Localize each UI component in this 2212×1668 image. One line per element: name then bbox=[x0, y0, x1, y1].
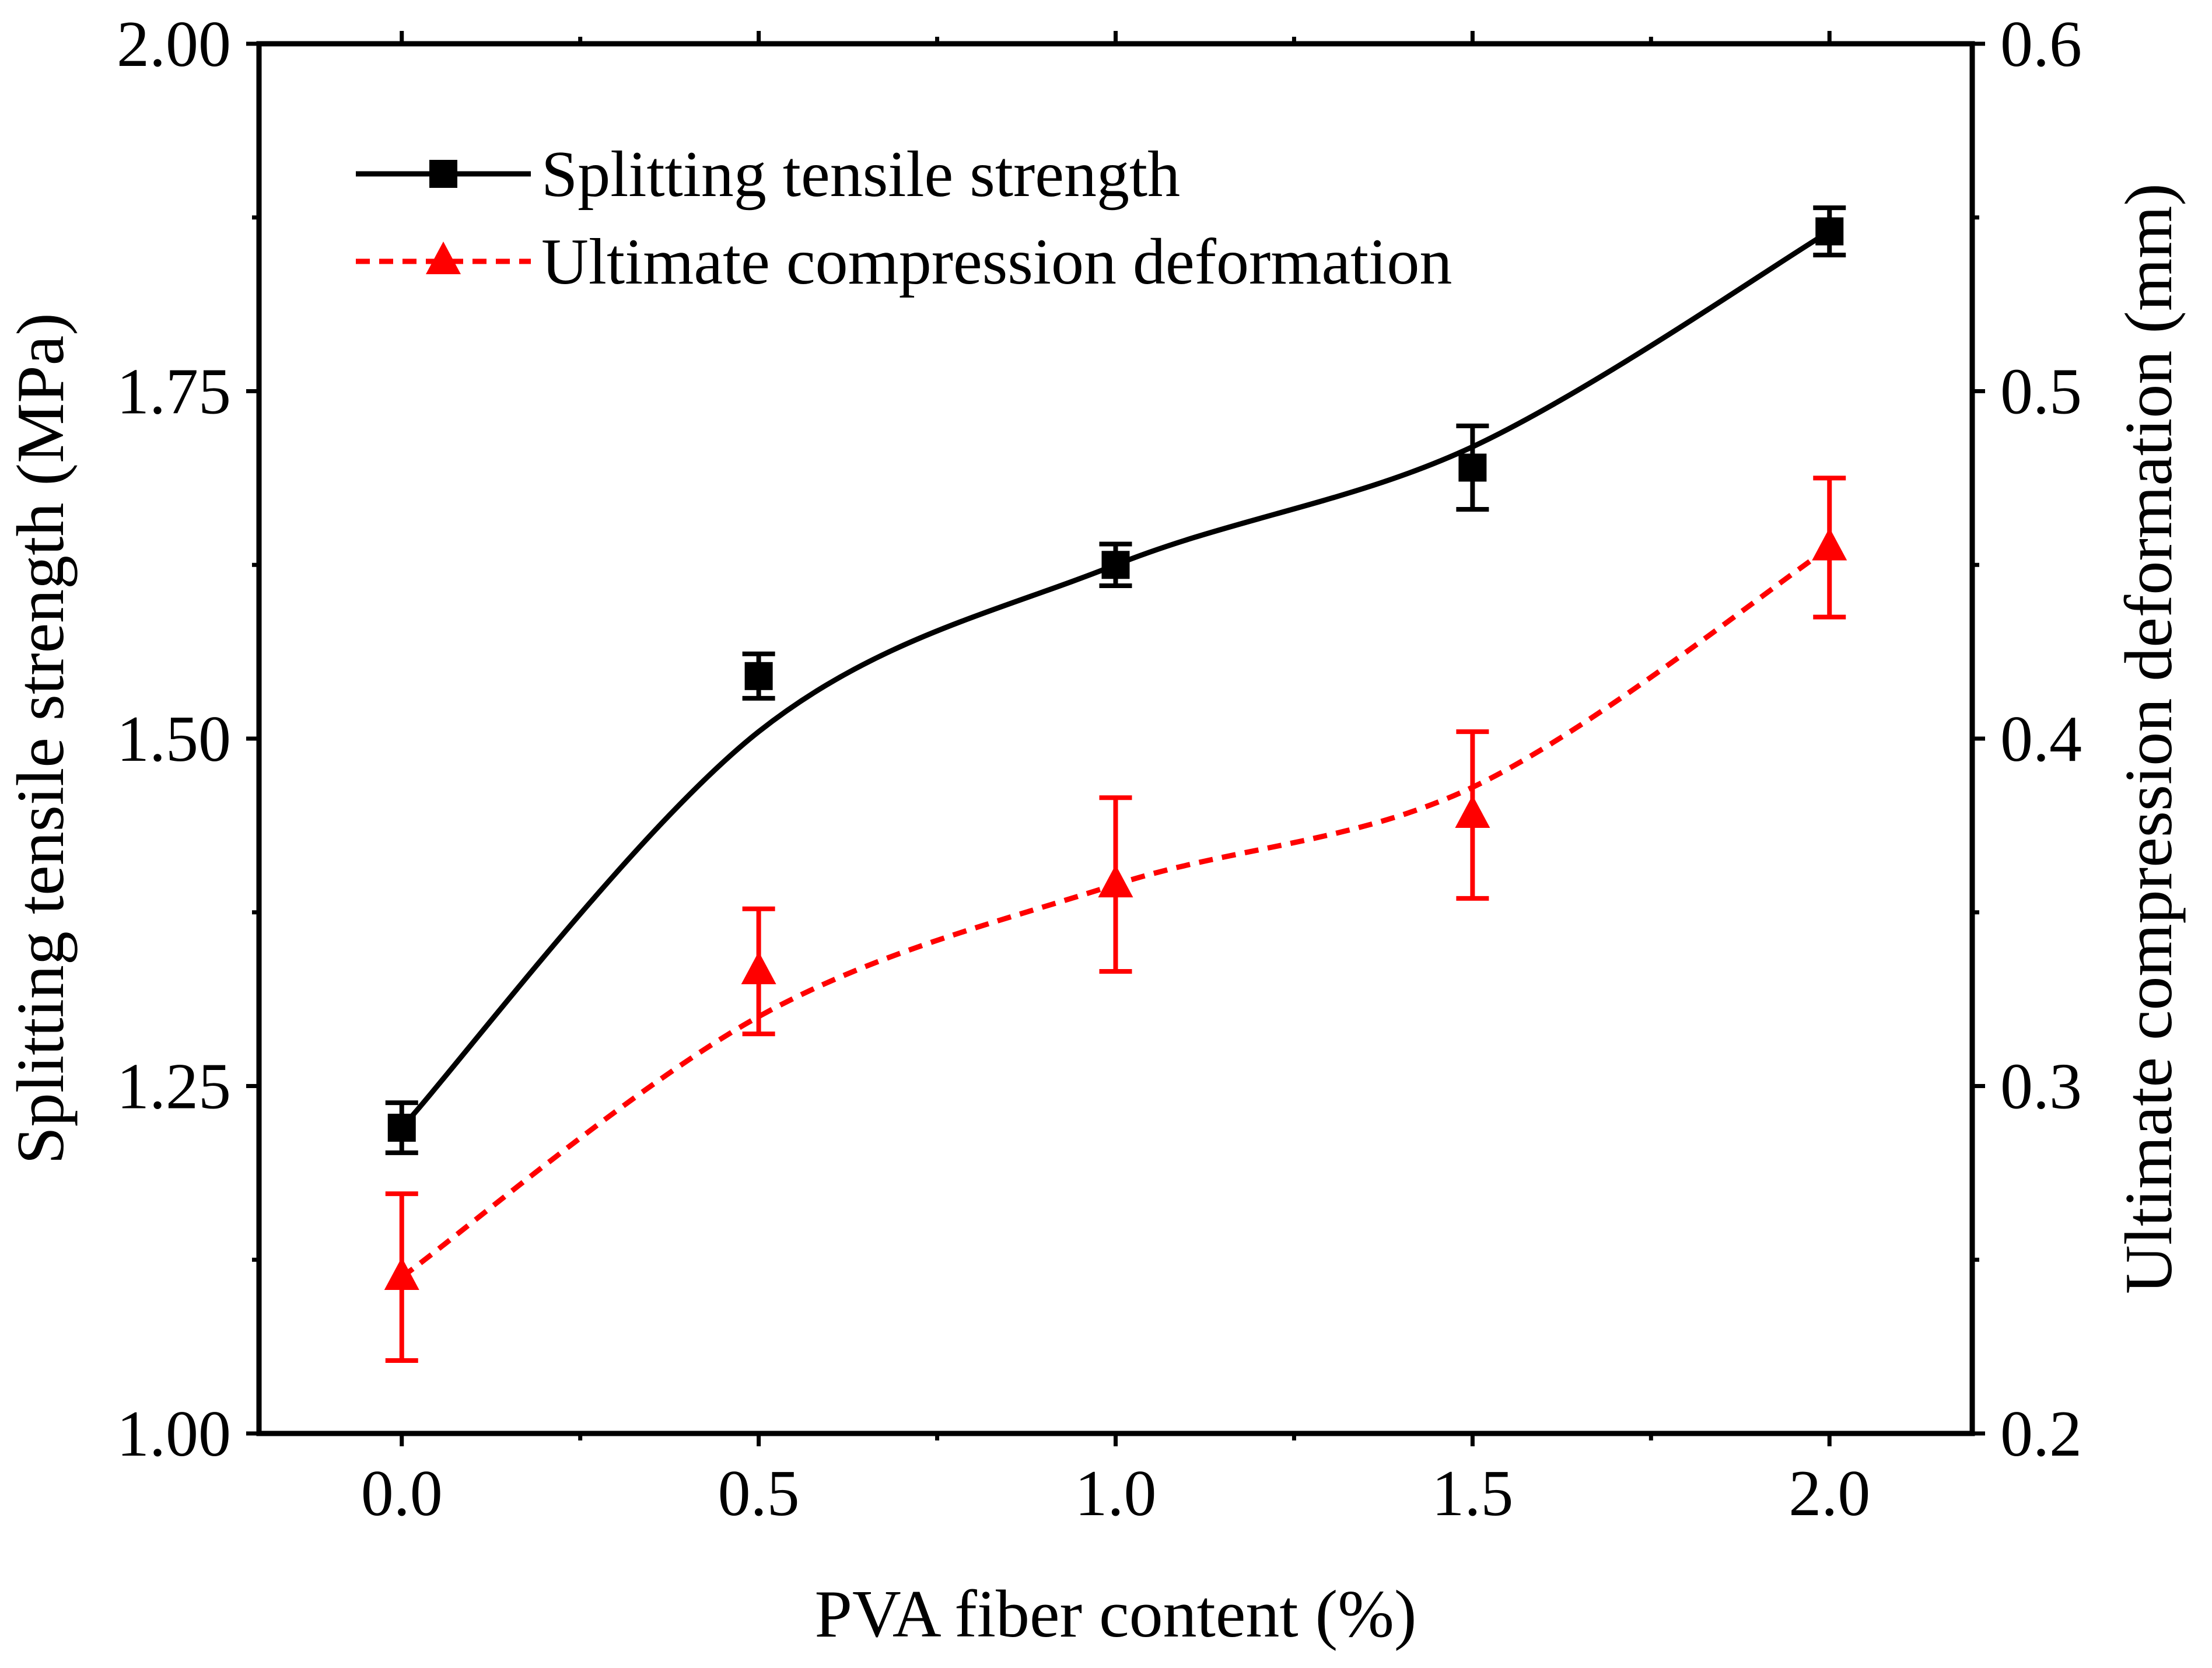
plot-area bbox=[384, 205, 1847, 1363]
y2-tick-label: 0.4 bbox=[2000, 703, 2082, 775]
legend-label-ultimate-compression-deformation: Ultimate compression deformation bbox=[541, 226, 1452, 298]
x-tick-label: 0.5 bbox=[718, 1457, 800, 1530]
y2-axis-title: Ultimate compression deformation (mm) bbox=[2112, 183, 2186, 1294]
y-tick-label: 2.00 bbox=[117, 8, 231, 81]
y2-tick-label: 0.5 bbox=[2000, 356, 2082, 428]
legend: Splitting tensile strength Ultimate comp… bbox=[356, 138, 1452, 298]
data-point-deformation bbox=[384, 1257, 419, 1291]
y2-tick-label: 0.2 bbox=[2000, 1398, 2082, 1470]
data-point-deformation bbox=[741, 951, 776, 984]
y-tick-label: 1.75 bbox=[117, 356, 231, 428]
legend-marker-deformation bbox=[426, 242, 461, 274]
y-axis-title: Splitting tensile strength (MPa) bbox=[4, 313, 78, 1165]
y2-tick-label: 0.6 bbox=[2000, 8, 2082, 81]
x-tick-label: 2.0 bbox=[1788, 1457, 1870, 1530]
axes: 0.0 0.5 1.0 1.5 2.0 1.00 1.25 1.50 1.75 2.00 0.2 0.… bbox=[117, 8, 2082, 1530]
y-tick-label: 1.50 bbox=[117, 703, 231, 775]
data-point-tensile bbox=[1458, 453, 1487, 482]
legend-label-splitting-tensile-strength: Splitting tensile strength bbox=[541, 138, 1180, 211]
legend-marker-tensile bbox=[429, 160, 457, 188]
data-point-tensile bbox=[387, 1113, 416, 1142]
series-line-tensile bbox=[400, 229, 1831, 1130]
y-tick-label: 1.25 bbox=[117, 1051, 231, 1123]
data-point-tensile bbox=[1101, 551, 1130, 579]
y-tick-label: 1.00 bbox=[117, 1398, 231, 1470]
data-point-deformation bbox=[1455, 795, 1490, 828]
x-tick-label: 0.0 bbox=[361, 1457, 443, 1530]
data-point-deformation bbox=[1812, 527, 1847, 561]
x-tick-label: 1.0 bbox=[1075, 1457, 1157, 1530]
data-point-deformation bbox=[1098, 865, 1133, 898]
x-axis-title: PVA fiber content (%) bbox=[815, 1577, 1417, 1652]
y2-tick-label: 0.3 bbox=[2000, 1051, 2082, 1123]
x-tick-label: 1.5 bbox=[1432, 1457, 1513, 1530]
data-point-tensile bbox=[744, 662, 773, 690]
data-point-tensile bbox=[1815, 217, 1844, 246]
